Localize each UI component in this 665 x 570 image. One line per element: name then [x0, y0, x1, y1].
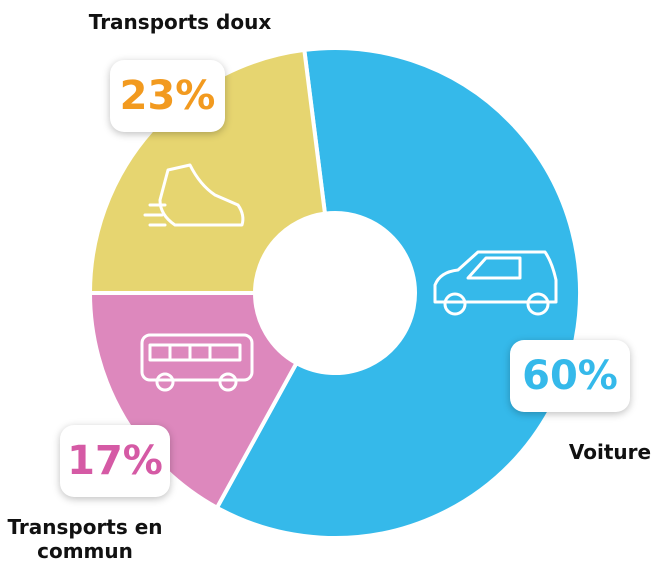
- value-label: 17%: [60, 425, 170, 497]
- slice: [87, 47, 328, 295]
- value-label: 60%: [510, 340, 630, 412]
- category-label: Transports doux: [88, 10, 272, 34]
- bus-icon: [140, 333, 254, 392]
- car-icon: [433, 250, 558, 316]
- slice: [214, 46, 582, 540]
- value-label: 23%: [110, 60, 225, 132]
- category-label: Transports en commun: [7, 515, 163, 563]
- shoe-icon: [143, 163, 245, 227]
- category-label: Voiture: [568, 440, 652, 464]
